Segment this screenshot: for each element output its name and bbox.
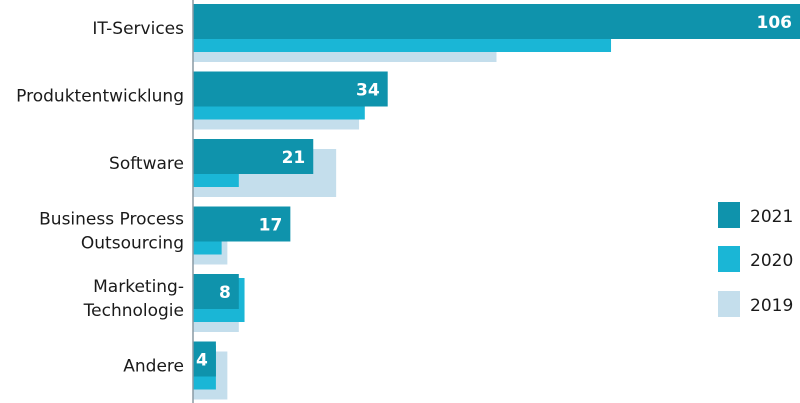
- value-labels: 106 34 21 17 8 4: [196, 13, 792, 371]
- category-label-4-1: Technologie: [83, 301, 184, 321]
- value-label-1: 34: [356, 81, 380, 101]
- bar-2021-5: [193, 341, 216, 377]
- value-label-3: 17: [259, 216, 283, 236]
- category-label-3-0: Business Process: [39, 210, 184, 230]
- legend: 2021 2020 2019: [718, 202, 793, 317]
- bar-2021-2: [193, 139, 314, 174]
- category-label-4-0: Marketing-: [93, 277, 184, 297]
- value-label-5: 4: [196, 351, 208, 371]
- bar-2021-3: [193, 206, 291, 242]
- value-label-4: 8: [219, 283, 231, 303]
- legend-swatch-2019: [718, 291, 740, 317]
- category-labels: IT-Services Produktentwicklung Software Bus…: [16, 19, 184, 377]
- legend-swatch-2021: [718, 202, 740, 228]
- legend-label-2021: 2021: [750, 207, 793, 227]
- category-label-2-0: Software: [109, 154, 184, 174]
- legend-swatch-2020: [718, 246, 740, 272]
- value-label-2: 21: [282, 148, 306, 168]
- category-label-5-0: Andere: [123, 357, 184, 377]
- bar-2021-1: [193, 71, 388, 107]
- category-label-1-0: Produktentwicklung: [16, 87, 184, 107]
- legend-label-2020: 2020: [750, 251, 793, 271]
- legend-label-2019: 2019: [750, 296, 793, 316]
- bar-2021-0: [193, 4, 800, 39]
- bars-group: [193, 4, 800, 400]
- value-label-0: 106: [757, 13, 793, 33]
- category-label-0-0: IT-Services: [92, 19, 184, 39]
- bar-2021-4: [193, 274, 239, 309]
- category-label-3-1: Outsourcing: [81, 234, 184, 254]
